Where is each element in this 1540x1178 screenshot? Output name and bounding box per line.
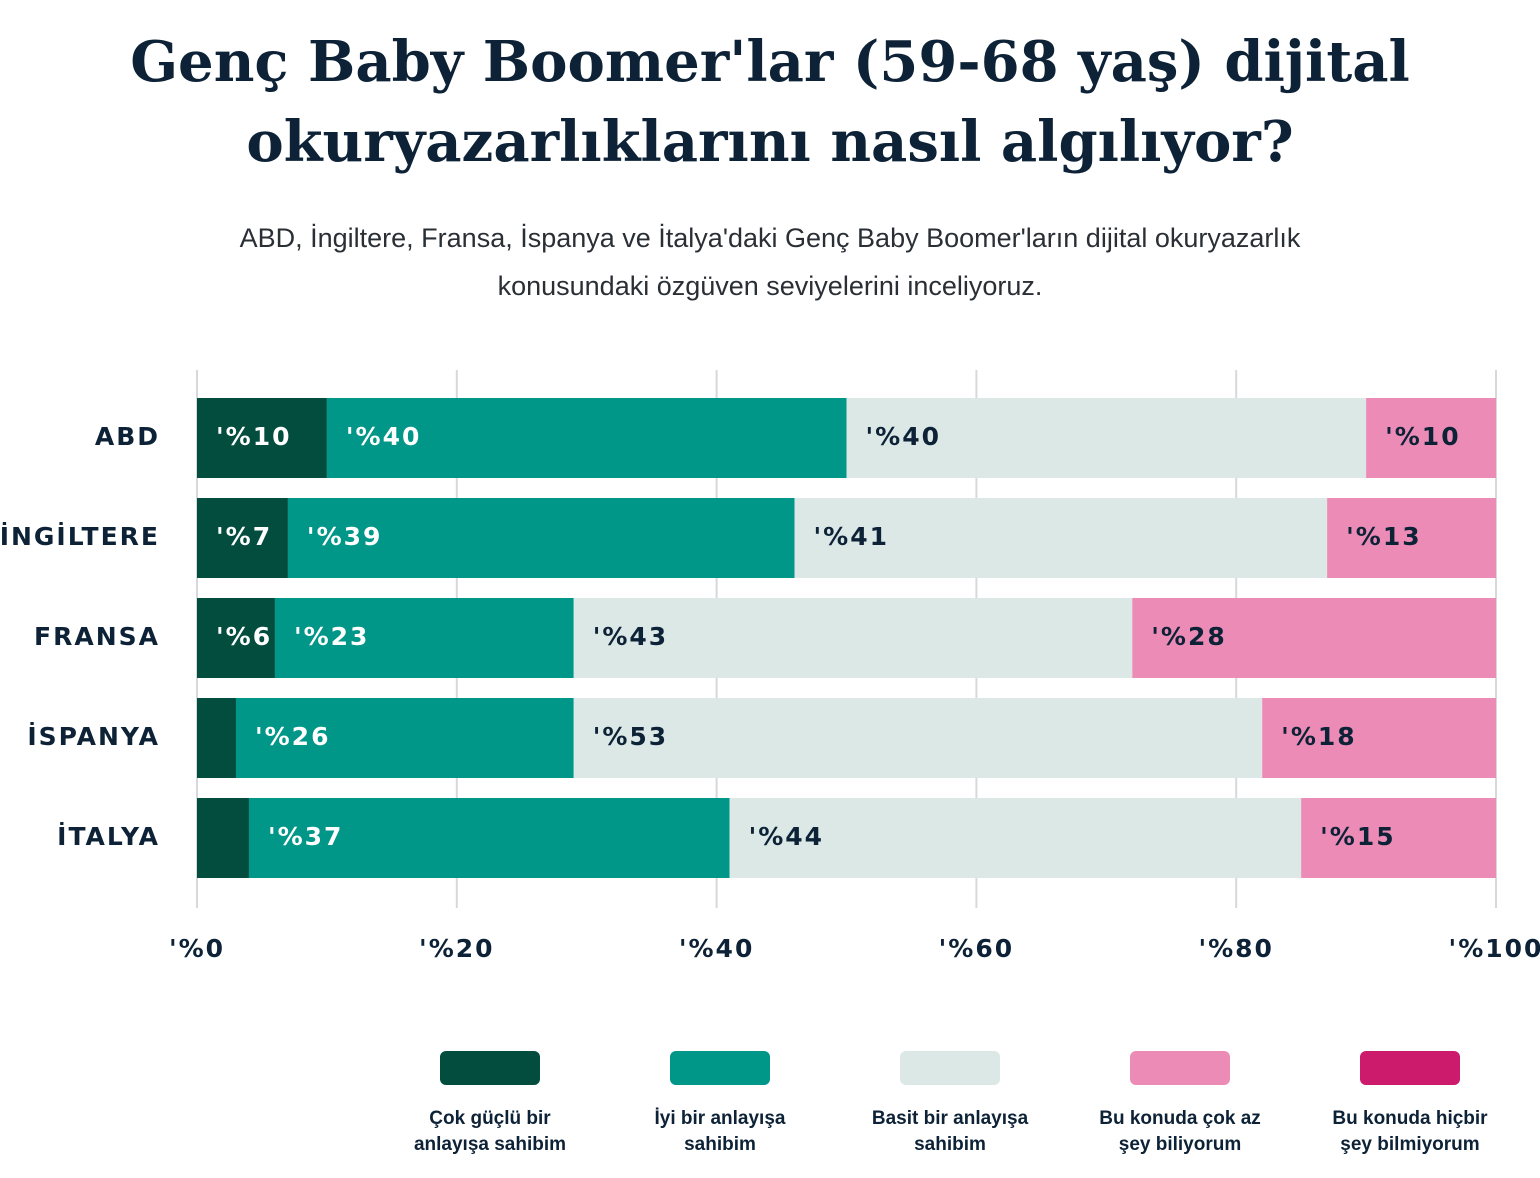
x-tick-label: '%0 — [169, 934, 225, 963]
value-label: '%37 — [268, 822, 344, 851]
value-label: '%53 — [593, 722, 669, 751]
value-label: '%13 — [1346, 522, 1422, 551]
legend-swatch — [670, 1051, 770, 1085]
bar-segment — [1366, 398, 1496, 478]
value-label: '%15 — [1320, 822, 1396, 851]
chart-title: Genç Baby Boomer'lar (59-68 yaş) dijital… — [130, 29, 1410, 175]
x-tick-label: '%100 — [1449, 934, 1540, 963]
bar-segment — [197, 598, 275, 678]
bar-segment — [794, 498, 1328, 578]
bar-segment — [326, 398, 847, 478]
bar-segment — [573, 598, 1133, 678]
x-tick-label: '%80 — [1198, 934, 1274, 963]
legend-label: Bu konuda hiçbir şey bilmiyorum — [1332, 1108, 1488, 1155]
x-tick-label: '%20 — [419, 934, 495, 963]
legend-swatch — [900, 1051, 1000, 1085]
value-label: '%40 — [866, 422, 942, 451]
x-tick-label: '%60 — [939, 934, 1015, 963]
y-tick-label: İTALYA — [57, 821, 160, 851]
bar-segment — [1301, 798, 1496, 878]
bar-segment — [197, 698, 236, 778]
legend-swatch — [440, 1051, 540, 1085]
value-label: '%26 — [255, 722, 331, 751]
bar-segment — [846, 398, 1367, 478]
chart-subtitle: ABD, İngiltere, Fransa, İspanya ve İtaly… — [239, 223, 1301, 301]
bar-segment — [274, 598, 574, 678]
value-label: '%43 — [593, 622, 669, 651]
legend-swatch — [1360, 1051, 1460, 1085]
value-label: '%10 — [216, 422, 292, 451]
value-label: '%41 — [814, 522, 890, 551]
bar-segment — [235, 698, 574, 778]
value-label: '%44 — [749, 822, 825, 851]
y-tick-label: İSPANYA — [27, 721, 160, 751]
bar-segment — [248, 798, 730, 878]
value-label: '%18 — [1281, 722, 1357, 751]
y-tick-label: ABD — [95, 422, 160, 451]
bar-segment — [197, 498, 288, 578]
bar-segment — [287, 498, 795, 578]
y-tick-label: FRANSA — [34, 622, 160, 651]
value-label: '%7 — [216, 522, 272, 551]
value-label: '%28 — [1151, 622, 1227, 651]
value-label: '%6 — [216, 622, 272, 651]
x-tick-label: '%40 — [679, 934, 755, 963]
value-label: '%40 — [346, 422, 422, 451]
bar-segment — [197, 398, 327, 478]
legend-swatch — [1130, 1051, 1230, 1085]
value-label: '%10 — [1385, 422, 1461, 451]
bar-segment — [573, 698, 1263, 778]
bar-segment — [729, 798, 1302, 878]
y-tick-label: İNGİLTERE — [0, 521, 160, 551]
legend-label: Basit bir anlayışa sahibim — [871, 1108, 1029, 1155]
legend-label: Çok güçlü bir anlayışa sahibim — [413, 1108, 567, 1155]
legend-label: İyi bir anlayışa sahibim — [654, 1108, 786, 1155]
value-label: '%23 — [294, 622, 370, 651]
bar-segment — [1262, 698, 1496, 778]
bar-segment — [1327, 498, 1496, 578]
bar-segment — [197, 798, 249, 878]
bar-segment — [1132, 598, 1496, 678]
value-label: '%39 — [307, 522, 383, 551]
legend-label: Bu konuda çok az şey biliyorum — [1099, 1108, 1261, 1155]
